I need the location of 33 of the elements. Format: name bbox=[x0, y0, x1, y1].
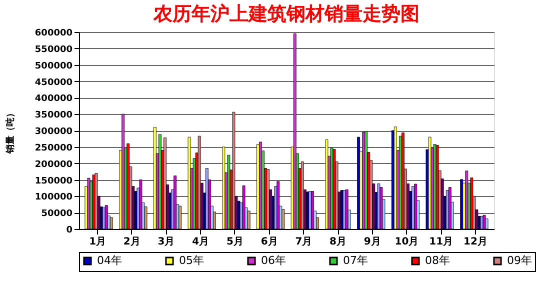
x-tick-label: 12月 bbox=[463, 236, 488, 248]
y-tick-label: 400000 bbox=[34, 94, 72, 104]
x-tick-label: 6月 bbox=[260, 236, 278, 248]
y-tick-label: 150000 bbox=[34, 176, 72, 186]
x-tick-label: 10月 bbox=[394, 236, 419, 248]
y-tick-label: 600000 bbox=[34, 28, 72, 38]
x-tick-label: 8月 bbox=[330, 236, 347, 248]
x-tick-label: 4月 bbox=[192, 236, 210, 248]
chart-title: 农历年沪上建筑钢材销量走势图 bbox=[152, 3, 420, 25]
y-tick-label: 300000 bbox=[34, 127, 72, 137]
y-tick-label: 350000 bbox=[34, 110, 72, 121]
legend-label: 07年 bbox=[343, 254, 368, 267]
x-tick-label: 3月 bbox=[158, 236, 175, 248]
x-tick-label: 5月 bbox=[226, 236, 244, 248]
y-tick-label: 500000 bbox=[34, 61, 72, 72]
x-tick-label: 11月 bbox=[429, 236, 454, 248]
legend-label: 04年 bbox=[97, 254, 122, 267]
legend-label: 06年 bbox=[261, 254, 286, 267]
x-tick-label: 2月 bbox=[123, 236, 140, 248]
y-tick-label: 100000 bbox=[34, 192, 72, 203]
x-tick-label: 7月 bbox=[295, 236, 312, 248]
legend-label: 09年 bbox=[507, 254, 532, 267]
legend-label: 08年 bbox=[425, 254, 450, 267]
legend-label: 05年 bbox=[179, 254, 204, 267]
y-tick-label: 200000 bbox=[34, 160, 72, 170]
y-tick-label: 50000 bbox=[41, 209, 72, 220]
x-tick-label: 9月 bbox=[364, 236, 381, 248]
y-tick-label: 0 bbox=[66, 226, 72, 236]
y-tick-label: 550000 bbox=[34, 44, 72, 55]
y-tick-label: 250000 bbox=[34, 143, 72, 154]
y-axis-title: 销量（吨） bbox=[4, 108, 16, 154]
y-tick-label: 450000 bbox=[34, 78, 72, 88]
x-tick-label: 1月 bbox=[89, 236, 106, 248]
